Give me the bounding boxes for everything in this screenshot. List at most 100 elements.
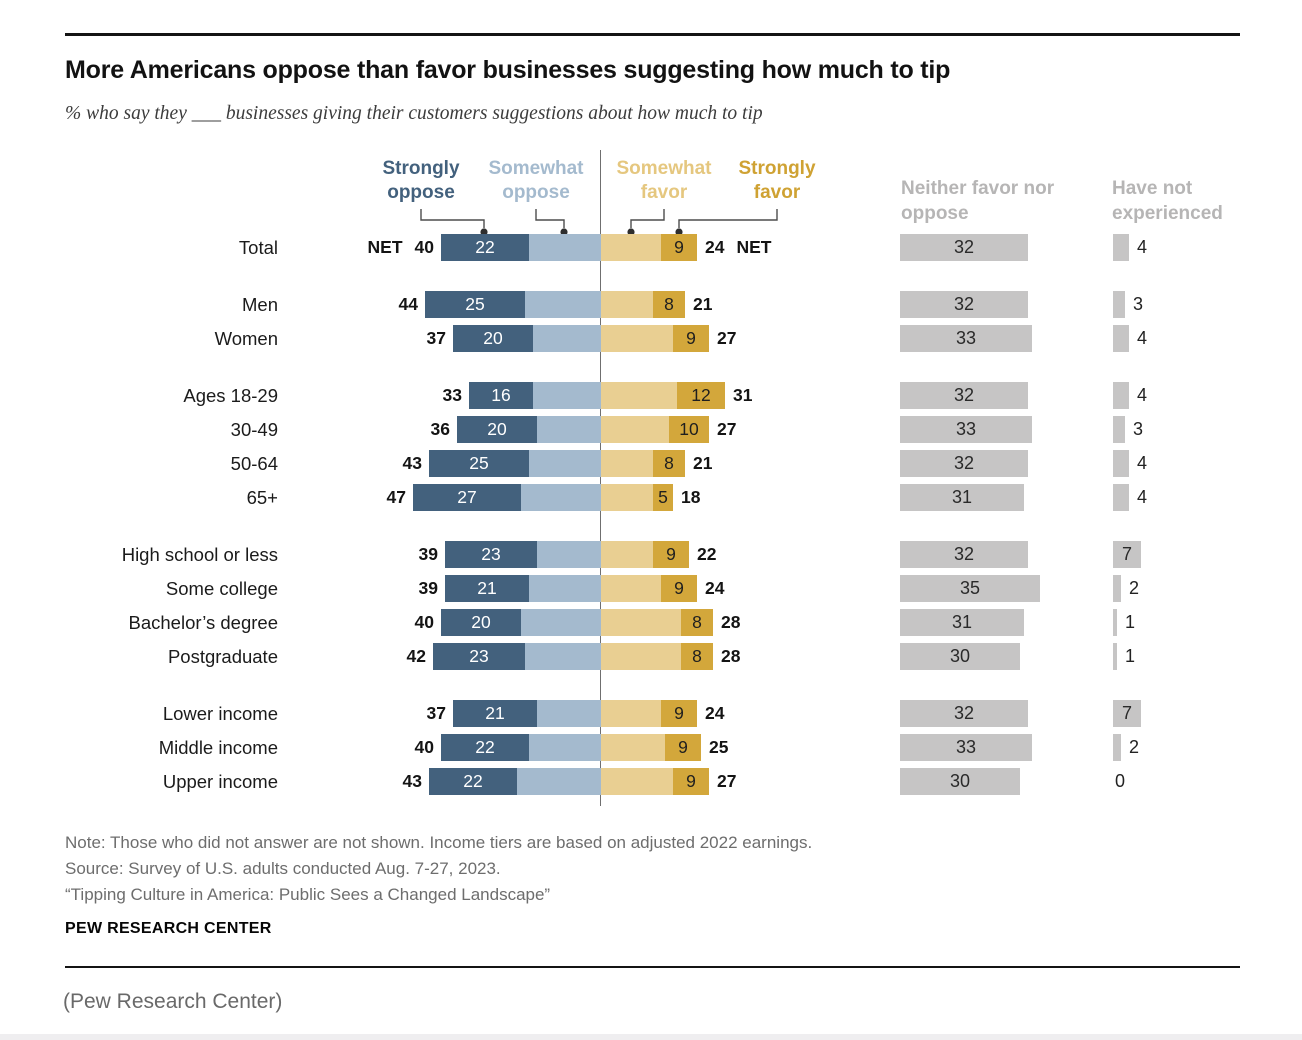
row-label: Men [242,294,278,315]
legend-somewhat-favor: Somewhat favor [616,158,712,203]
row-label: 30-49 [230,419,278,440]
bar-somewhat-favor [601,768,673,795]
net-oppose-value: 47 [283,484,406,511]
net-favor-number: 24 [705,578,725,598]
net-oppose-value: 39 [315,541,438,568]
bar-strongly-oppose: 21 [445,575,529,602]
bar-somewhat-oppose [537,700,601,727]
bar-strongly-oppose: 23 [433,643,525,670]
net-oppose-number: 33 [442,385,462,405]
legend-strongly-favor: Strongly favor [738,158,816,203]
net-favor-number: 28 [721,646,741,666]
net-oppose-value: 36 [327,416,450,443]
net-oppose-value: 40 [311,734,434,761]
bar-somewhat-favor [601,291,653,318]
header-neither-favor-nor-oppose: Neither favor nor oppose [901,178,1055,224]
bar-neither: 32 [900,450,1028,477]
row-label: Total [238,237,278,258]
bar-strongly-favor: 8 [681,643,713,670]
not-experienced-value: 4 [1137,487,1148,507]
bar-somewhat-favor [601,484,653,511]
legend-somewhat-oppose: Somewhat oppose [488,158,584,203]
bottom-rule [65,966,1240,968]
bar-neither: 33 [900,734,1032,761]
bar-neither: 33 [900,325,1032,352]
net-oppose-value: 37 [323,700,446,727]
net-favor-value: 31 [733,382,853,409]
bar-neither: 32 [900,382,1028,409]
bar-strongly-favor: 9 [661,575,697,602]
bar-strongly-favor: 9 [661,234,697,261]
bar-somewhat-favor [601,382,677,409]
row-label: Women [214,328,278,349]
net-oppose-value: 40 [311,609,434,636]
legend-strongly-oppose: Strongly oppose [382,158,460,203]
net-favor-value: 21 [693,450,813,477]
not-experienced-value: 1 [1125,612,1136,632]
net-oppose-number: 36 [430,419,450,439]
net-favor-number: 27 [717,419,737,439]
net-oppose-number: 40 [414,737,434,757]
net-favor-number: 21 [693,294,713,314]
bar-strongly-oppose: 16 [469,382,533,409]
net-favor-number: 27 [717,771,737,791]
footnotes: Note: Those who did not answer are not s… [65,830,812,908]
chart-subtitle: % who say they ___ businesses giving the… [65,103,763,124]
row-label: Lower income [162,703,278,724]
bottom-edge-strip [0,1034,1302,1040]
chart-title: More Americans oppose than favor busines… [65,56,951,84]
note-line: Note: Those who did not answer are not s… [65,833,813,852]
center-axis-line [600,150,602,806]
row-label: 50-64 [230,453,278,474]
bar-not-experienced [1113,734,1121,761]
net-favor-number: 28 [721,612,741,632]
bar-somewhat-favor [601,575,661,602]
net-favor-number: 27 [717,328,737,348]
net-favor-value: 24 [705,575,825,602]
bar-somewhat-favor [601,700,661,727]
bar-strongly-favor: 8 [653,450,685,477]
bar-somewhat-oppose [529,450,601,477]
bar-strongly-oppose: 20 [453,325,533,352]
source-line: Source: Survey of U.S. adults conducted … [65,859,501,878]
bar-somewhat-oppose [525,643,601,670]
bar-somewhat-oppose [533,325,601,352]
bar-not-experienced [1113,450,1129,477]
header-have-not-experienced: Have not experienced [1112,178,1223,224]
bar-strongly-oppose: 20 [441,609,521,636]
net-favor-value: 24 NET [705,234,825,261]
row-label: Middle income [158,737,278,758]
bar-strongly-oppose: 23 [445,541,537,568]
report-title-line: “Tipping Culture in America: Public Sees… [65,885,551,904]
net-oppose-value: 44 [295,291,418,318]
bar-somewhat-oppose [537,541,601,568]
bar-neither: 31 [900,609,1024,636]
bar-not-experienced [1113,609,1117,636]
bar-somewhat-favor [601,234,661,261]
bar-somewhat-oppose [529,575,601,602]
pew-research-center-wordmark: PEW RESEARCH CENTER [65,920,272,937]
net-favor-value: 28 [721,643,841,670]
net-favor-value: 21 [693,291,813,318]
net-oppose-number: 42 [406,646,426,666]
bar-neither: 32 [900,541,1028,568]
net-favor-value: 27 [717,416,837,443]
bar-strongly-oppose: 22 [429,768,517,795]
bar-strongly-oppose: 25 [425,291,525,318]
net-favor-number: 25 [709,737,729,757]
bar-not-experienced: 7 [1113,700,1141,727]
bar-somewhat-oppose [529,234,601,261]
bar-somewhat-oppose [517,768,601,795]
row-label: High school or less [121,544,278,565]
net-oppose-value: 43 [299,768,422,795]
net-oppose-number: 47 [386,487,406,507]
net-oppose-number: 40 [414,237,434,257]
bar-neither: 32 [900,291,1028,318]
not-experienced-value: 3 [1133,294,1144,314]
net-favor-value: 27 [717,768,837,795]
net-oppose-value: 39 [315,575,438,602]
bar-strongly-oppose: 22 [441,734,529,761]
bar-somewhat-favor [601,541,653,568]
net-favor-value: 25 [709,734,829,761]
bar-strongly-favor: 5 [653,484,673,511]
